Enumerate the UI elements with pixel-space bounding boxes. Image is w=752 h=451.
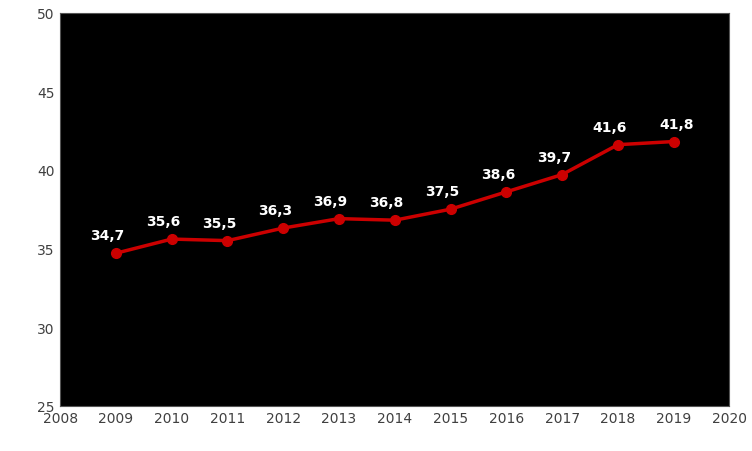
Text: 35,6: 35,6 <box>146 215 180 229</box>
Text: 36,3: 36,3 <box>258 203 292 217</box>
Text: 41,8: 41,8 <box>660 117 693 131</box>
Text: 36,9: 36,9 <box>314 194 347 208</box>
Text: 34,7: 34,7 <box>90 229 125 243</box>
Text: 36,8: 36,8 <box>369 196 404 210</box>
Text: 35,5: 35,5 <box>202 216 236 230</box>
Text: 41,6: 41,6 <box>593 120 626 134</box>
Text: 38,6: 38,6 <box>481 167 515 181</box>
Text: 37,5: 37,5 <box>425 185 459 199</box>
Text: 39,7: 39,7 <box>537 150 571 164</box>
